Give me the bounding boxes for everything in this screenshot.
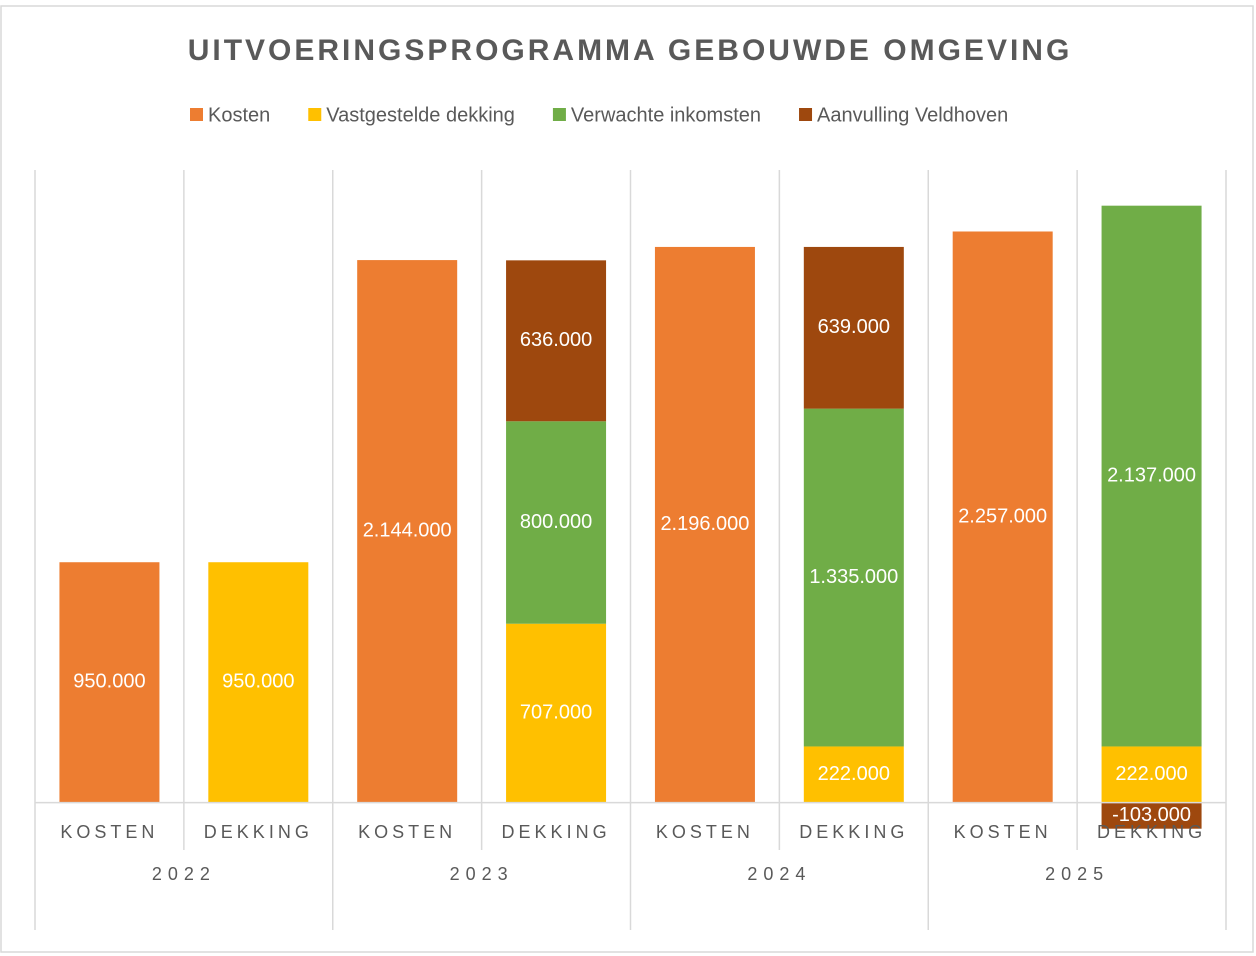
x-tick-label: KOSTEN <box>358 822 456 842</box>
legend-label: Aanvulling Veldhoven <box>817 104 1008 126</box>
legend-swatch <box>190 108 203 121</box>
bar-segment <box>506 421 607 624</box>
x-tick-label: DEKKING <box>502 822 611 842</box>
x-tick-label: KOSTEN <box>60 822 158 842</box>
legend-swatch <box>552 108 566 121</box>
group-label: 2023 <box>450 864 514 884</box>
data-label: 1.335.000 <box>809 566 898 588</box>
data-label: 800.000 <box>520 511 592 533</box>
data-label: 222.000 <box>818 763 890 785</box>
bar-segment <box>357 260 458 803</box>
group-label: 2024 <box>747 864 811 884</box>
legend-label: Vastgestelde dekking <box>326 104 515 126</box>
bar-segment <box>1101 802 1202 829</box>
data-label: 707.000 <box>520 701 592 723</box>
bar-segment <box>803 746 904 803</box>
data-label: -103.000 <box>1112 804 1191 826</box>
data-label: 636.000 <box>520 329 592 351</box>
legend-swatch <box>799 108 813 121</box>
bar-segment <box>59 562 160 803</box>
group-label: 2025 <box>1045 864 1109 884</box>
bar-segment <box>506 623 607 803</box>
bar-segment <box>1101 746 1202 803</box>
legend-label: Kosten <box>208 104 270 126</box>
data-label: 2.257.000 <box>958 505 1047 527</box>
data-label: 2.137.000 <box>1107 464 1196 486</box>
data-label: 222.000 <box>1115 763 1187 785</box>
x-tick-label: KOSTEN <box>656 822 754 842</box>
bar-segment <box>506 260 607 422</box>
data-label: 2.144.000 <box>363 520 452 542</box>
x-tick-label: KOSTEN <box>954 822 1052 842</box>
bar-segment <box>952 231 1053 803</box>
data-label: 2.196.000 <box>660 513 749 535</box>
bar-segment <box>1101 205 1202 747</box>
data-label: 639.000 <box>818 316 890 338</box>
data-label: 950.000 <box>73 671 145 693</box>
bar-segment <box>803 408 904 747</box>
x-tick-label: DEKKING <box>799 822 908 842</box>
data-label: 950.000 <box>222 671 294 693</box>
chart-title: UITVOERINGSPROGRAMMA GEBOUWDE OMGEVING <box>188 34 1073 67</box>
bar-segment <box>208 562 309 803</box>
x-tick-label: DEKKING <box>1097 822 1206 842</box>
x-tick-label: DEKKING <box>204 822 313 842</box>
legend-swatch <box>308 108 322 121</box>
bar-segment <box>654 246 755 803</box>
bar-segment <box>803 246 904 409</box>
group-label: 2022 <box>152 864 216 884</box>
legend-label: Verwachte inkomsten <box>571 104 761 126</box>
chart-frame <box>0 5 1254 953</box>
